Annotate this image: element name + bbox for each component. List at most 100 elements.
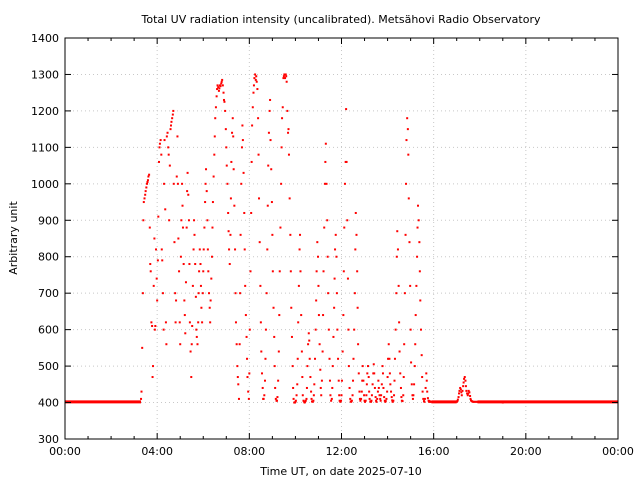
data-point xyxy=(244,314,247,317)
data-point xyxy=(237,397,240,400)
data-point xyxy=(183,299,186,302)
data-point xyxy=(227,230,230,233)
data-point xyxy=(300,314,303,317)
data-point xyxy=(469,394,472,397)
data-point xyxy=(178,321,181,324)
data-point xyxy=(463,376,466,379)
data-point xyxy=(340,399,343,402)
data-point xyxy=(259,284,262,287)
data-point xyxy=(381,372,384,375)
data-point xyxy=(152,284,155,287)
data-point xyxy=(194,263,197,266)
data-point xyxy=(211,201,214,204)
data-point xyxy=(200,306,203,309)
data-point xyxy=(278,270,281,273)
data-point xyxy=(317,314,320,317)
data-point xyxy=(321,350,324,353)
data-point xyxy=(311,400,314,403)
data-point xyxy=(142,201,145,204)
data-point xyxy=(188,321,191,324)
data-point xyxy=(472,400,475,403)
data-point xyxy=(209,321,212,324)
data-point xyxy=(225,146,228,149)
data-point xyxy=(170,120,173,123)
data-point xyxy=(326,219,329,222)
data-point xyxy=(356,270,359,273)
data-point xyxy=(307,332,310,335)
data-point xyxy=(324,160,327,163)
data-point xyxy=(258,197,261,200)
data-point xyxy=(248,372,251,375)
data-point xyxy=(226,182,229,185)
data-point xyxy=(380,394,383,397)
data-point xyxy=(361,365,364,368)
data-point xyxy=(289,233,292,236)
data-point xyxy=(160,153,163,156)
data-point xyxy=(225,164,228,167)
data-point xyxy=(253,77,256,80)
y-tick-label: 1100 xyxy=(31,141,59,154)
data-point xyxy=(429,400,432,403)
data-point xyxy=(365,383,368,386)
data-point xyxy=(417,219,420,222)
data-point xyxy=(255,75,258,78)
data-point xyxy=(186,171,189,174)
data-point xyxy=(191,324,194,327)
data-point xyxy=(294,399,297,402)
data-point xyxy=(352,379,355,382)
data-point xyxy=(257,153,260,156)
data-point xyxy=(297,284,300,287)
data-point xyxy=(244,284,247,287)
data-point xyxy=(210,277,213,280)
data-point xyxy=(256,88,259,91)
data-point xyxy=(249,270,252,273)
data-point xyxy=(319,368,322,371)
data-point xyxy=(202,248,205,251)
x-tick-label: 16:00 xyxy=(418,445,450,458)
data-point xyxy=(308,339,311,342)
data-point xyxy=(181,226,184,229)
data-point xyxy=(341,350,344,353)
data-point xyxy=(411,397,414,400)
data-point xyxy=(310,397,313,400)
data-point xyxy=(363,399,366,402)
data-point xyxy=(193,233,196,236)
data-point xyxy=(409,328,412,331)
data-point xyxy=(416,226,419,229)
data-point xyxy=(146,182,149,185)
data-point xyxy=(199,284,202,287)
data-point xyxy=(271,233,274,236)
data-point xyxy=(276,396,279,399)
data-point xyxy=(422,397,425,400)
data-point xyxy=(158,142,161,145)
data-point xyxy=(190,343,193,346)
data-point xyxy=(391,399,394,402)
data-point xyxy=(284,73,287,76)
data-point xyxy=(198,248,201,251)
data-point xyxy=(292,386,295,389)
data-point xyxy=(468,391,471,394)
data-point xyxy=(471,400,474,403)
data-point xyxy=(307,343,310,346)
data-point xyxy=(347,328,350,331)
x-tick-label: 00:00 xyxy=(602,445,634,458)
data-point xyxy=(264,357,267,360)
data-point xyxy=(328,357,331,360)
data-point xyxy=(248,328,251,331)
data-point xyxy=(176,182,179,185)
data-point xyxy=(197,292,200,295)
data-point xyxy=(358,390,361,393)
data-point xyxy=(313,383,316,386)
data-point xyxy=(317,284,320,287)
data-point xyxy=(247,390,250,393)
data-point xyxy=(410,383,413,386)
y-tick-label: 1300 xyxy=(31,68,59,81)
data-point xyxy=(231,117,234,120)
data-point xyxy=(420,354,423,357)
y-axis-label: Arbitrary unit xyxy=(7,201,20,275)
data-point xyxy=(378,394,381,397)
data-point xyxy=(357,372,360,375)
data-point xyxy=(190,376,193,379)
data-point xyxy=(466,392,469,395)
data-point xyxy=(280,146,283,149)
